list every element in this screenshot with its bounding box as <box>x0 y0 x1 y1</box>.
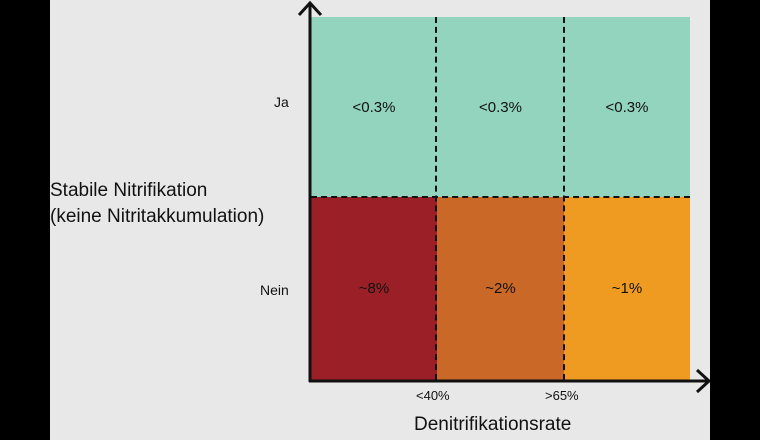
x-tick-40: <40% <box>416 388 450 403</box>
cell-value: ~2% <box>485 280 516 297</box>
cell-nein-mid: ~2% <box>437 197 564 380</box>
y-label-ja: Ja <box>274 94 289 110</box>
divider-row <box>311 196 690 198</box>
cell-value: <0.3% <box>352 98 396 116</box>
cell-nein-high: ~1% <box>564 197 690 380</box>
cell-ja-low: <0.3% <box>311 17 437 197</box>
divider-65 <box>563 17 565 380</box>
cell-value: <0.3% <box>605 98 649 116</box>
x-tick-65: >65% <box>545 388 579 403</box>
x-axis-arrow-icon <box>695 368 710 394</box>
y-axis-arrow-icon <box>297 0 323 17</box>
divider-40 <box>435 17 437 380</box>
diagram-canvas: <0.3% <0.3% <0.3% ~8% ~2% ~1% Ja Nein St… <box>50 0 710 440</box>
cell-value: ~8% <box>358 280 390 297</box>
cell-nein-low: ~8% <box>311 197 437 380</box>
y-axis-title: Stabile Nitrifikation (keine Nitritakkum… <box>50 178 264 230</box>
axes <box>297 0 710 394</box>
cell-value: ~1% <box>611 280 643 297</box>
x-axis-title: Denitrifikationsrate <box>414 414 572 435</box>
cell-ja-mid: <0.3% <box>437 17 564 197</box>
y-axis-title-line1: Stabile Nitrifikation <box>50 180 208 201</box>
cell-value: <0.3% <box>479 98 522 116</box>
y-axis-title-line2: (keine Nitritakkumulation) <box>50 206 265 227</box>
cell-ja-high: <0.3% <box>564 17 690 197</box>
y-label-nein: Nein <box>260 282 289 298</box>
